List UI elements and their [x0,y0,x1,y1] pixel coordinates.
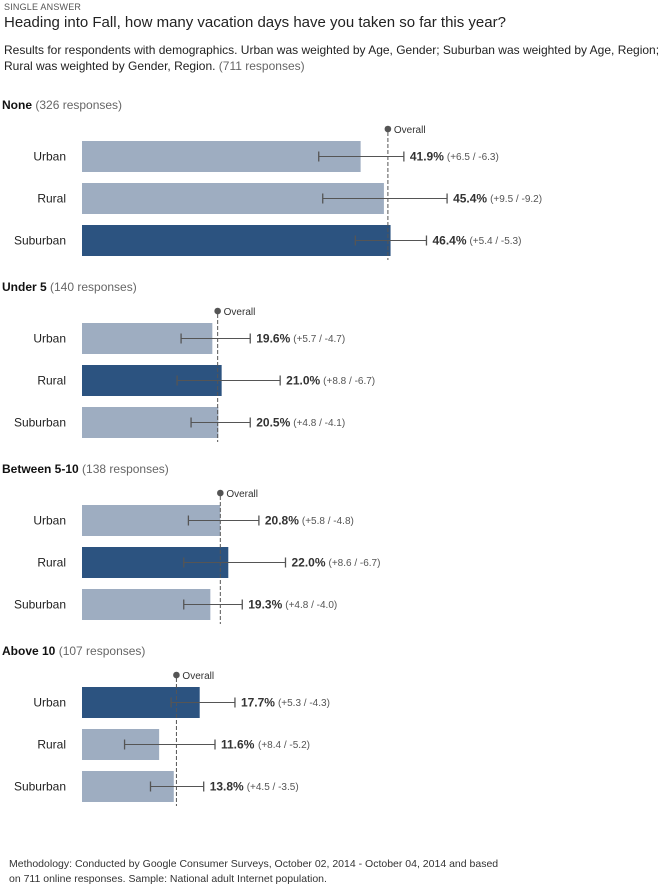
bar [82,225,391,256]
overall-label: Overall [394,125,426,136]
overall-marker-dot [217,489,224,497]
group-responses: (107 responses) [59,644,146,658]
value-label: 13.8% [210,780,244,794]
category-label: Suburban [14,598,66,612]
category-label: Suburban [14,780,66,794]
group-title: None (326 responses) [2,98,122,112]
margin-of-error-label: (+8.8 / -6.7) [323,376,375,387]
overall-marker-dot [173,671,180,679]
category-label: Urban [33,150,66,164]
margin-of-error-label: (+4.8 / -4.0) [285,600,337,611]
margin-of-error-label: (+9.5 / -9.2) [490,194,542,205]
category-label: Urban [33,514,66,528]
group-responses: (140 responses) [50,280,137,294]
bar-chart: None (326 responses) Overall Urban 41.9% (+6… [2,98,542,806]
category-label: Suburban [14,234,66,248]
margin-of-error-label: (+4.8 / -4.1) [293,418,345,429]
value-label: 11.6% [221,738,255,752]
overall-label: Overall [224,307,256,318]
chart-subtitle: Results for respondents with demographic… [4,42,662,74]
group-title: Between 5-10 (138 responses) [2,462,169,476]
group-responses: (138 responses) [82,462,169,476]
category-label: Rural [37,192,66,206]
overall-label: Overall [182,671,214,682]
value-label: 17.7% [241,696,275,710]
chart-title: Heading into Fall, how many vacation day… [4,14,506,31]
margin-of-error-label: (+8.4 / -5.2) [258,740,310,751]
margin-of-error-label: (+4.5 / -3.5) [247,782,299,793]
question-type-label: SINGLE ANSWER [4,2,82,12]
group-title: Under 5 (140 responses) [2,280,137,294]
margin-of-error-label: (+6.5 / -6.3) [447,152,499,163]
value-label: 19.6% [256,332,290,346]
value-label: 46.4% [432,234,466,248]
category-label: Suburban [14,416,66,430]
group-responses: (326 responses) [35,98,122,112]
category-label: Urban [33,696,66,710]
margin-of-error-label: (+5.8 / -4.8) [302,516,354,527]
value-label: 45.4% [453,192,487,206]
category-label: Rural [37,374,66,388]
subtitle-responses: (711 responses) [218,59,305,73]
category-label: Rural [37,738,66,752]
value-label: 41.9% [410,150,444,164]
margin-of-error-label: (+8.6 / -6.7) [328,558,380,569]
overall-marker-dot [214,307,221,315]
margin-of-error-label: (+5.4 / -5.3) [469,236,521,247]
overall-label: Overall [226,489,258,500]
group-title: Above 10 (107 responses) [2,644,145,658]
value-label: 19.3% [248,598,282,612]
bar [82,141,361,172]
value-label: 22.0% [291,556,325,570]
methodology-footer: Methodology: Conducted by Google Consume… [9,858,499,885]
value-label: 20.5% [256,416,290,430]
category-label: Rural [37,556,66,570]
margin-of-error-label: (+5.3 / -4.3) [278,698,330,709]
value-label: 20.8% [265,514,299,528]
overall-marker-dot [384,125,392,133]
margin-of-error-label: (+5.7 / -4.7) [293,334,345,345]
category-label: Urban [33,332,66,346]
subtitle-text: Results for respondents with demographic… [4,43,660,73]
value-label: 21.0% [286,374,320,388]
